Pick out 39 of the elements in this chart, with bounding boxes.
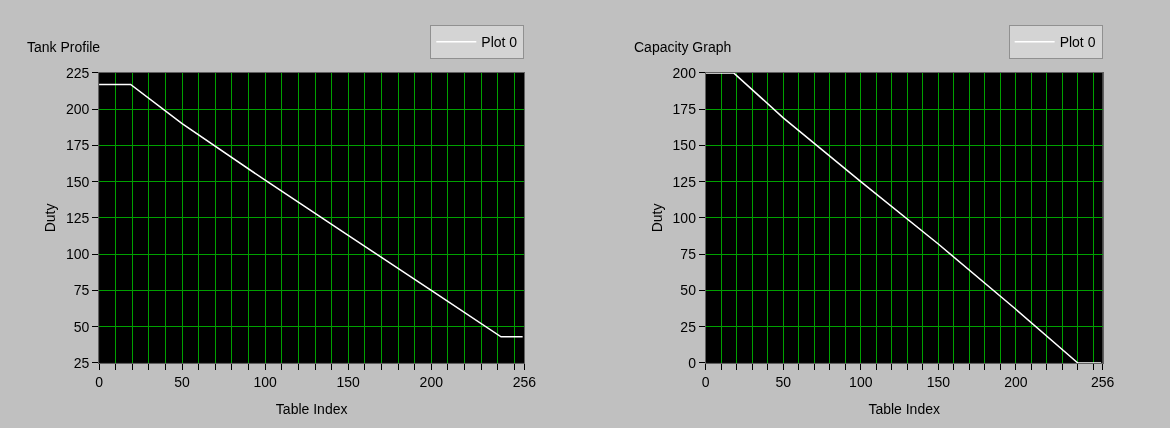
y-tick-label: 225 (65, 64, 90, 81)
legend-label: Plot 0 (481, 34, 518, 51)
y-tick-label: 50 (680, 282, 697, 299)
x-axis-title: Table Index (275, 401, 348, 418)
y-tick-label: 25 (73, 354, 90, 371)
y-tick-label: 25 (680, 318, 697, 335)
x-tick-label: 200 (419, 373, 444, 390)
chart-title: Capacity Graph (634, 39, 732, 55)
x-tick-label: 256 (1090, 373, 1115, 390)
x-tick-label: 0 (701, 373, 710, 390)
line-series (99, 83, 524, 338)
y-tick-label: 75 (680, 246, 697, 263)
y-tick-label: 50 (73, 318, 90, 335)
y-axis-title: Duty (42, 203, 59, 233)
x-tick-label: 256 (512, 373, 537, 390)
x-axis-title: Table Index (868, 401, 940, 418)
y-tick-label: 150 (672, 137, 697, 154)
y-tick-label: 125 (65, 209, 90, 226)
y-tick-label: 175 (672, 101, 697, 118)
y-tick-label: 175 (65, 137, 90, 154)
y-tick-label: 100 (672, 209, 697, 226)
y-axis-title: Duty (649, 203, 666, 233)
x-tick-label: 100 (849, 373, 873, 390)
x-tick-label: 50 (775, 373, 792, 390)
y-tick-label: 75 (73, 282, 90, 299)
x-tick-label: 100 (253, 373, 278, 390)
x-tick-label: 150 (926, 373, 951, 390)
y-tick-label: 0 (688, 354, 697, 371)
x-tick-label: 150 (336, 373, 361, 390)
y-tick-label: 150 (65, 173, 90, 190)
x-tick-label: 0 (95, 373, 104, 390)
x-tick-label: 50 (174, 373, 191, 390)
y-tick-label: 200 (65, 101, 90, 118)
legend-label: Plot 0 (1059, 34, 1096, 51)
y-tick-label: 125 (672, 173, 697, 190)
y-tick-label: 200 (672, 64, 697, 81)
y-tick-label: 100 (65, 246, 90, 263)
chart-title: Tank Profile (27, 39, 101, 55)
x-tick-label: 200 (1004, 373, 1028, 390)
